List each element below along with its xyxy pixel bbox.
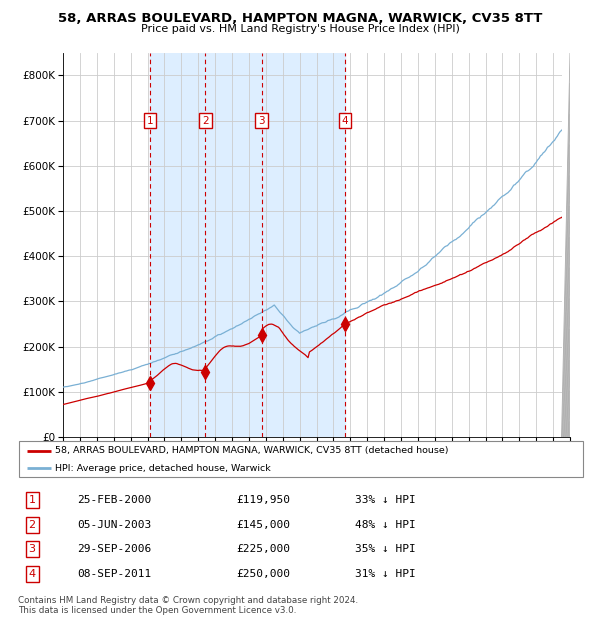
- Text: 58, ARRAS BOULEVARD, HAMPTON MAGNA, WARWICK, CV35 8TT (detached house): 58, ARRAS BOULEVARD, HAMPTON MAGNA, WARW…: [55, 446, 448, 455]
- Text: 48% ↓ HPI: 48% ↓ HPI: [355, 520, 416, 529]
- Text: £119,950: £119,950: [236, 495, 290, 505]
- Text: 4: 4: [342, 115, 349, 125]
- Text: 29-SEP-2006: 29-SEP-2006: [77, 544, 152, 554]
- Text: This data is licensed under the Open Government Licence v3.0.: This data is licensed under the Open Gov…: [18, 606, 296, 616]
- Text: 4: 4: [29, 569, 36, 579]
- Text: 08-SEP-2011: 08-SEP-2011: [77, 569, 152, 579]
- Text: 35% ↓ HPI: 35% ↓ HPI: [355, 544, 416, 554]
- Text: 58, ARRAS BOULEVARD, HAMPTON MAGNA, WARWICK, CV35 8TT: 58, ARRAS BOULEVARD, HAMPTON MAGNA, WARW…: [58, 12, 542, 25]
- Text: 1: 1: [146, 115, 153, 125]
- Text: £225,000: £225,000: [236, 544, 290, 554]
- Text: 3: 3: [258, 115, 265, 125]
- Text: 33% ↓ HPI: 33% ↓ HPI: [355, 495, 416, 505]
- Text: HPI: Average price, detached house, Warwick: HPI: Average price, detached house, Warw…: [55, 464, 271, 473]
- Text: £250,000: £250,000: [236, 569, 290, 579]
- Text: 1: 1: [29, 495, 35, 505]
- Bar: [150, 53, 345, 437]
- Text: Contains HM Land Registry data © Crown copyright and database right 2024.: Contains HM Land Registry data © Crown c…: [18, 596, 358, 606]
- Text: 25-FEB-2000: 25-FEB-2000: [77, 495, 152, 505]
- Text: 2: 2: [202, 115, 209, 125]
- Text: 31% ↓ HPI: 31% ↓ HPI: [355, 569, 416, 579]
- Text: 2: 2: [29, 520, 36, 529]
- Text: 3: 3: [29, 544, 35, 554]
- Polygon shape: [562, 53, 570, 437]
- FancyBboxPatch shape: [19, 441, 583, 477]
- Text: £145,000: £145,000: [236, 520, 290, 529]
- Text: 05-JUN-2003: 05-JUN-2003: [77, 520, 152, 529]
- Text: Price paid vs. HM Land Registry's House Price Index (HPI): Price paid vs. HM Land Registry's House …: [140, 24, 460, 33]
